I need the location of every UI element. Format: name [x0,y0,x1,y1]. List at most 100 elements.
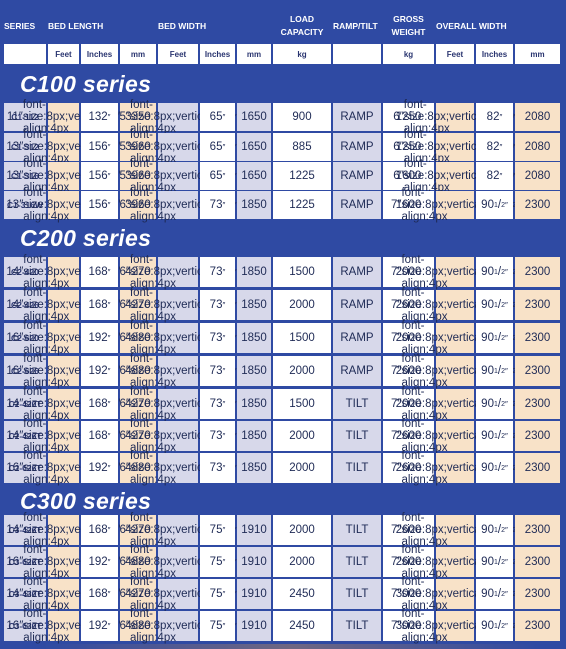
data-cell: 2300 [515,389,560,419]
data-cell: 14″font-size:8px;vertical-align:4px″>′ [6,512,120,548]
data-cell: 2300 [515,611,560,641]
data-cell: 2300 [515,547,560,577]
data-cell: 1600 [383,191,434,219]
data-cell: 192 ″ [81,547,118,577]
model-cell: C3-430T [4,579,46,609]
data-cell: 2000 [273,356,331,386]
data-cell: 5″font-size:8px;vertical-align:4px″>′5″ [119,99,236,135]
data-cell: 7″font-size:8px;vertical-align:4px″>′61/… [391,353,519,389]
data-cell: 2000 [273,290,331,320]
data-cell: 16″font-size:8px;vertical-align:4px″>′ [6,544,120,580]
data-cell: 82 ″ [476,103,513,131]
data-cell: 2300 [515,257,560,287]
data-cell: 1650 [237,162,271,190]
data-cell: 7″font-size:8px;vertical-align:4px″>′61/… [391,512,519,548]
data-cell: TILT [333,579,381,609]
model-cell: C2-420 [4,257,46,287]
data-cell: 2600 [383,290,434,320]
data-cell: 2450 [273,611,331,641]
header-load-capacity: LOAD CAPACITY [280,14,324,37]
data-cell: 1500 [273,323,331,353]
data-cell: 16″font-size:8px;vertical-align:4px″>′ [6,320,120,356]
data-cell: 13″font-size:8px;vertical-align:4px″>′ [6,158,120,194]
data-cell: 6″font-size:8px;vertical-align:4px″>′1″ [119,450,236,486]
unit-cell: Inches [81,44,118,64]
data-cell: 6″font-size:8px;vertical-align:4px″>′10″ [393,129,516,165]
data-cell: 2600 [383,356,434,386]
data-cell: 14″font-size:8px;vertical-align:4px″>′ [6,576,120,612]
data-cell: 2600 [383,547,434,577]
data-cell: RAMP [333,162,381,190]
unit-cell: kg [273,44,331,64]
unit-cell: Feet [158,44,198,64]
data-cell: 7″font-size:8px;vertical-align:4px″>′61/… [391,608,519,644]
data-cell: 90 1/2 ″ [476,389,513,419]
series-title: C100 series [20,70,152,97]
data-cell: 3960 [120,191,156,219]
data-cell: 168 ″ [81,579,118,609]
data-cell: 7″font-size:8px;vertical-align:4px″>′61/… [391,320,519,356]
data-cell: 1850 [237,191,271,219]
data-cell: 4880 [120,323,156,353]
data-cell: 156 ″ [81,133,118,161]
data-cell: 7″font-size:8px;vertical-align:4px″>′61/… [391,576,519,612]
model-cell: C2-426 [4,290,46,320]
series-title: C300 series [20,487,152,514]
data-cell: 14″font-size:8px;vertical-align:4px″>′ [6,287,120,323]
data-cell: 73 ″ [200,356,235,386]
data-cell: 192 ″ [81,453,118,483]
data-cell: 2080 [515,103,560,131]
data-cell: 16″font-size:8px;vertical-align:4px″>′ [6,353,120,389]
data-cell: 2000 [383,389,434,419]
unit-cell: mm [237,44,271,64]
data-cell: 168 ″ [81,257,118,287]
data-cell: 90 1/2 ″ [476,323,513,353]
data-cell: 90 1/2 ″ [476,579,513,609]
data-cell: 2080 [515,162,560,190]
data-cell: 1850 [237,453,271,483]
bottom-decoration [40,644,540,649]
header-bed-length: BED LENGTH [48,21,104,31]
data-cell: 2000 [273,421,331,451]
data-cell: 90 1/2 ″ [476,356,513,386]
data-cell: 6″font-size:8px;vertical-align:4px″>′1″ [119,187,236,223]
data-cell: 7″font-size:8px;vertical-align:4px″>′61/… [391,187,519,223]
header-series: SERIES [4,21,36,31]
data-cell: 1910 [237,547,271,577]
data-cell: 2300 [515,191,560,219]
data-cell: 168 ″ [81,389,118,419]
data-cell: 13″font-size:8px;vertical-align:4px″>′ [6,187,120,223]
header-ramp-tilt: RAMP/TILT [333,21,378,31]
data-cell: 1850 [237,323,271,353]
data-cell: 4270 [120,257,156,287]
data-cell: 7″font-size:8px;vertical-align:4px″>′61/… [391,544,519,580]
data-cell: TILT [333,611,381,641]
data-cell: RAMP [333,103,381,131]
data-cell: 2000 [273,453,331,483]
data-cell: 1910 [237,579,271,609]
data-cell: 2600 [383,453,434,483]
data-cell: 73 ″ [200,453,235,483]
data-cell: 4270 [120,579,156,609]
data-cell: 2000 [383,323,434,353]
data-cell: 82 ″ [476,133,513,161]
data-cell: 7″font-size:8px;vertical-align:4px″>′61/… [391,386,519,422]
data-cell: 90 1/2 ″ [476,290,513,320]
data-cell: 2300 [515,323,560,353]
data-cell: 73 ″ [200,421,235,451]
data-cell: 3960 [120,133,156,161]
data-cell: 90 1/2 ″ [476,547,513,577]
data-cell: 3960 [120,162,156,190]
model-cell: C1-316W [4,191,46,219]
model-cell: C2-420T [4,389,46,419]
data-cell: 75 ″ [200,515,235,545]
data-cell: TILT [333,389,381,419]
data-cell: 192 ″ [81,356,118,386]
unit-cell: mm [120,44,156,64]
data-cell: 6″font-size:8px;vertical-align:4px″>′3″ [119,576,236,612]
data-cell: 6″font-size:8px;vertical-align:4px″>′1″ [119,386,236,422]
data-cell: 2300 [515,290,560,320]
unit-cell: Feet [436,44,474,64]
model-cell: C1-316 [4,162,46,190]
data-cell: 6″font-size:8px;vertical-align:4px″>′1″ [119,287,236,323]
